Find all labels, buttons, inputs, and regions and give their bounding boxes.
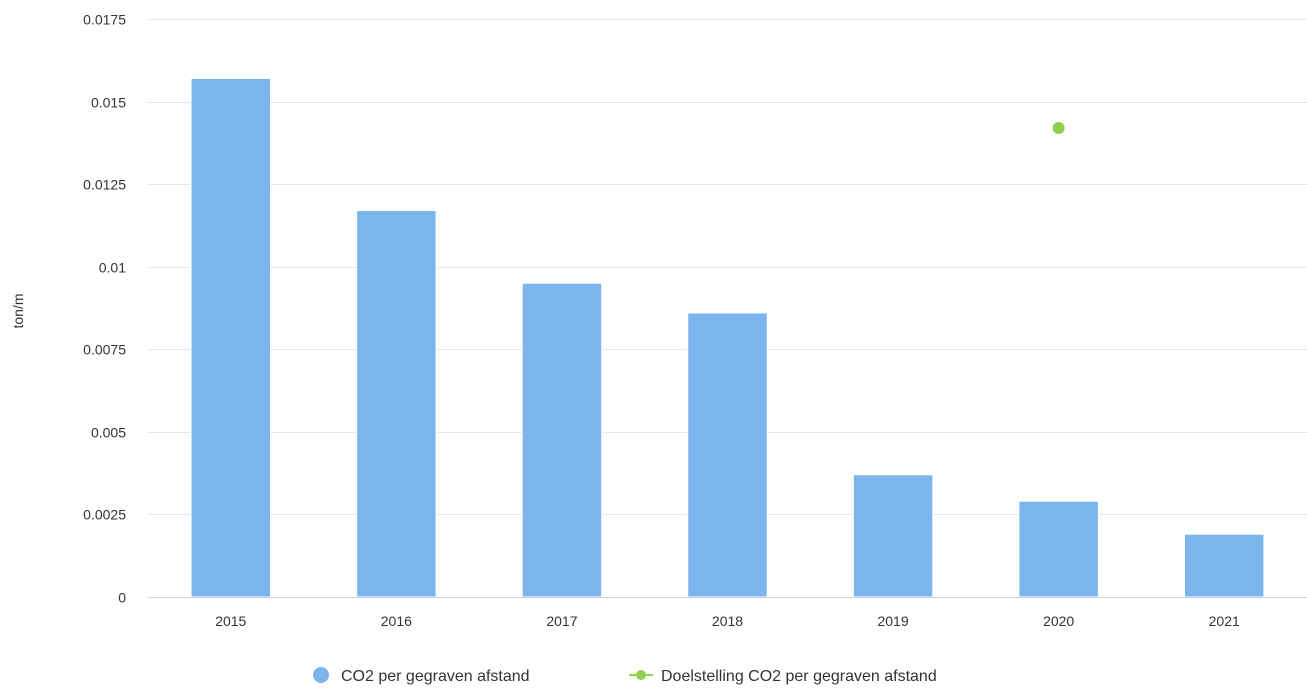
y-tick-label: 0.01: [99, 260, 126, 276]
legend: CO2 per gegraven afstand Doelstelling CO…: [313, 667, 937, 685]
x-tick-label: 2016: [381, 613, 412, 629]
x-axis-ticks: 2015 2016 2017 2018 2019 2020 2021: [215, 613, 1240, 629]
y-tick-label: 0.005: [91, 425, 126, 441]
bar-2018[interactable]: [687, 312, 768, 598]
bar-2019[interactable]: [852, 474, 934, 598]
y-tick-label: 0.015: [91, 95, 126, 111]
x-tick-label: 2020: [1043, 613, 1074, 629]
legend-target-dot-icon: [636, 670, 646, 680]
bar-2017[interactable]: [521, 282, 603, 598]
x-tick-label: 2019: [877, 613, 908, 629]
x-tick-label: 2021: [1209, 613, 1240, 629]
y-tick-label: 0: [118, 590, 126, 606]
bar-2015[interactable]: [190, 77, 272, 598]
legend-item-target[interactable]: Doelstelling CO2 per gegraven afstand: [629, 668, 937, 685]
x-tick-label: 2018: [712, 613, 743, 629]
y-tick-label: 0.0075: [83, 342, 126, 358]
y-tick-label: 0.0125: [83, 177, 126, 193]
y-tick-label: 0.0175: [83, 12, 126, 28]
target-points: [1052, 121, 1065, 134]
bars: [190, 77, 1265, 598]
y-axis-title: ton/m: [10, 293, 26, 328]
y-tick-label: 0.0025: [83, 507, 126, 523]
bar-2020[interactable]: [1018, 500, 1099, 598]
target-point-2020[interactable]: [1052, 121, 1065, 134]
y-axis-ticks: 0 0.0025 0.005 0.0075 0.01 0.0125 0.015 0.0175: [83, 12, 126, 606]
legend-bar-swatch-icon: [313, 667, 329, 683]
legend-item-bars[interactable]: CO2 per gegraven afstand: [313, 667, 530, 685]
x-tick-label: 2017: [546, 613, 577, 629]
bar-2016[interactable]: [356, 210, 437, 598]
legend-bar-label: CO2 per gegraven afstand: [341, 668, 530, 685]
bar-2021[interactable]: [1183, 533, 1265, 598]
x-tick-label: 2015: [215, 613, 246, 629]
legend-target-label: Doelstelling CO2 per gegraven afstand: [661, 668, 937, 685]
